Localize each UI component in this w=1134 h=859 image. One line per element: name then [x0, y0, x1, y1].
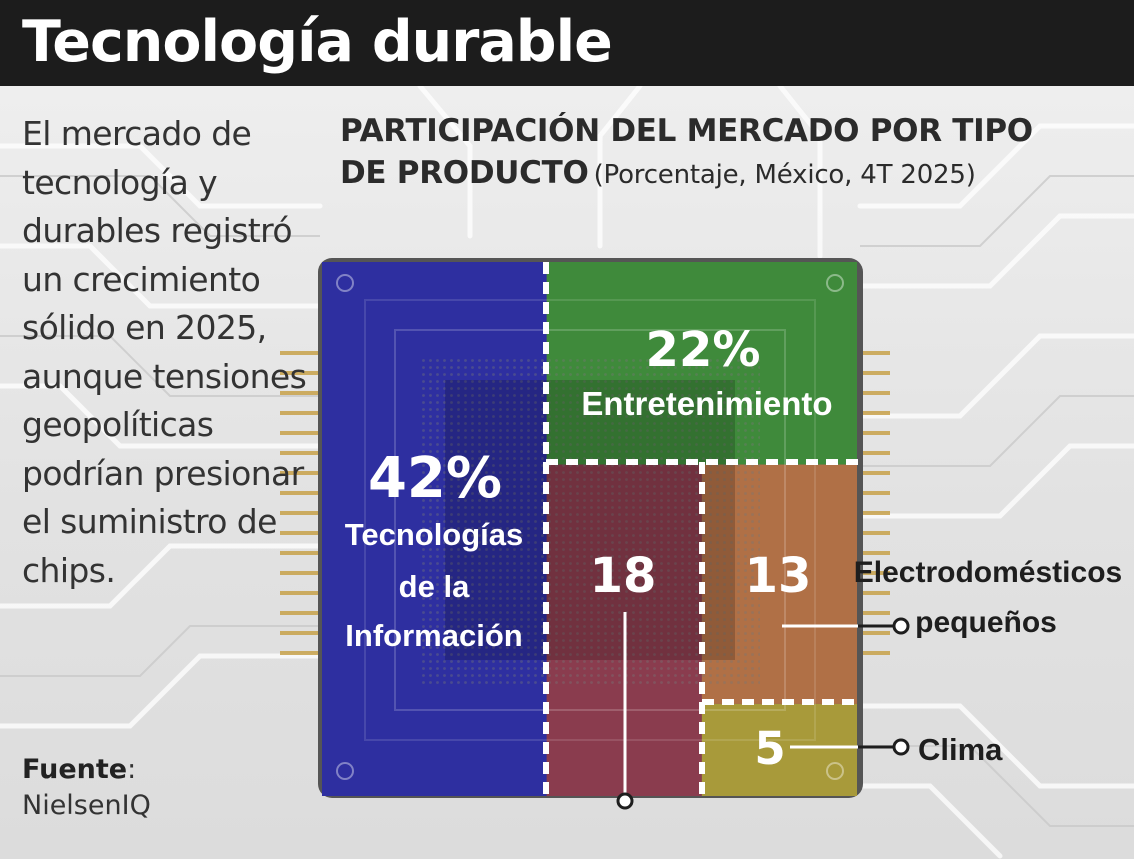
category-label-electrodomesticos-line-1: Electrodomésticos — [854, 556, 1122, 589]
leader-lines — [623, 612, 858, 796]
value-label-ti: 42% — [368, 446, 502, 511]
tile-clima — [701, 703, 857, 796]
source: Fuente: NielsenIQ — [22, 752, 151, 824]
chart-title-main: PARTICIPACIÓN DEL MERCADO POR TIPO DE PR… — [340, 113, 1033, 191]
category-label-electrodomesticos-line-2: pequeños — [915, 606, 1057, 639]
category-label-entretenimiento: Entretenimiento — [581, 385, 832, 422]
chart-title-sub: (Porcentaje, México, 4T 2025) — [593, 160, 976, 190]
category-label-ti-line-1: Tecnologías — [345, 517, 524, 552]
source-separator: : — [127, 754, 137, 785]
value-label-18: 18 — [590, 548, 657, 604]
category-label-clima: Clima — [918, 732, 1003, 767]
page-title: Tecnología durable — [22, 9, 613, 75]
tile-dividers — [543, 262, 860, 796]
leader-13-dot — [892, 617, 910, 635]
treemap-labels: 42% Tecnologías de la Información 22% En… — [345, 322, 1123, 775]
intro-text: El mercado de tecnología y durables regi… — [22, 114, 307, 590]
leader-5-dot — [892, 738, 910, 756]
chart-title: PARTICIPACIÓN DEL MERCADO POR TIPO DE PR… — [340, 110, 1060, 194]
source-label: Fuente — [22, 754, 128, 785]
value-label-entretenimiento: 22% — [646, 322, 761, 378]
leader-outer — [858, 617, 910, 756]
source-name: NielsenIQ — [22, 790, 151, 821]
value-label-clima: 5 — [754, 722, 785, 775]
header-bar: Tecnología durable — [0, 0, 1134, 86]
value-label-electrodomesticos: 13 — [745, 548, 812, 604]
category-label-ti-line-3: Información — [345, 618, 522, 653]
circuit-traces — [0, 86, 1134, 859]
category-label-ti-line-2: de la — [399, 569, 470, 604]
leader-18-dot — [616, 792, 634, 810]
